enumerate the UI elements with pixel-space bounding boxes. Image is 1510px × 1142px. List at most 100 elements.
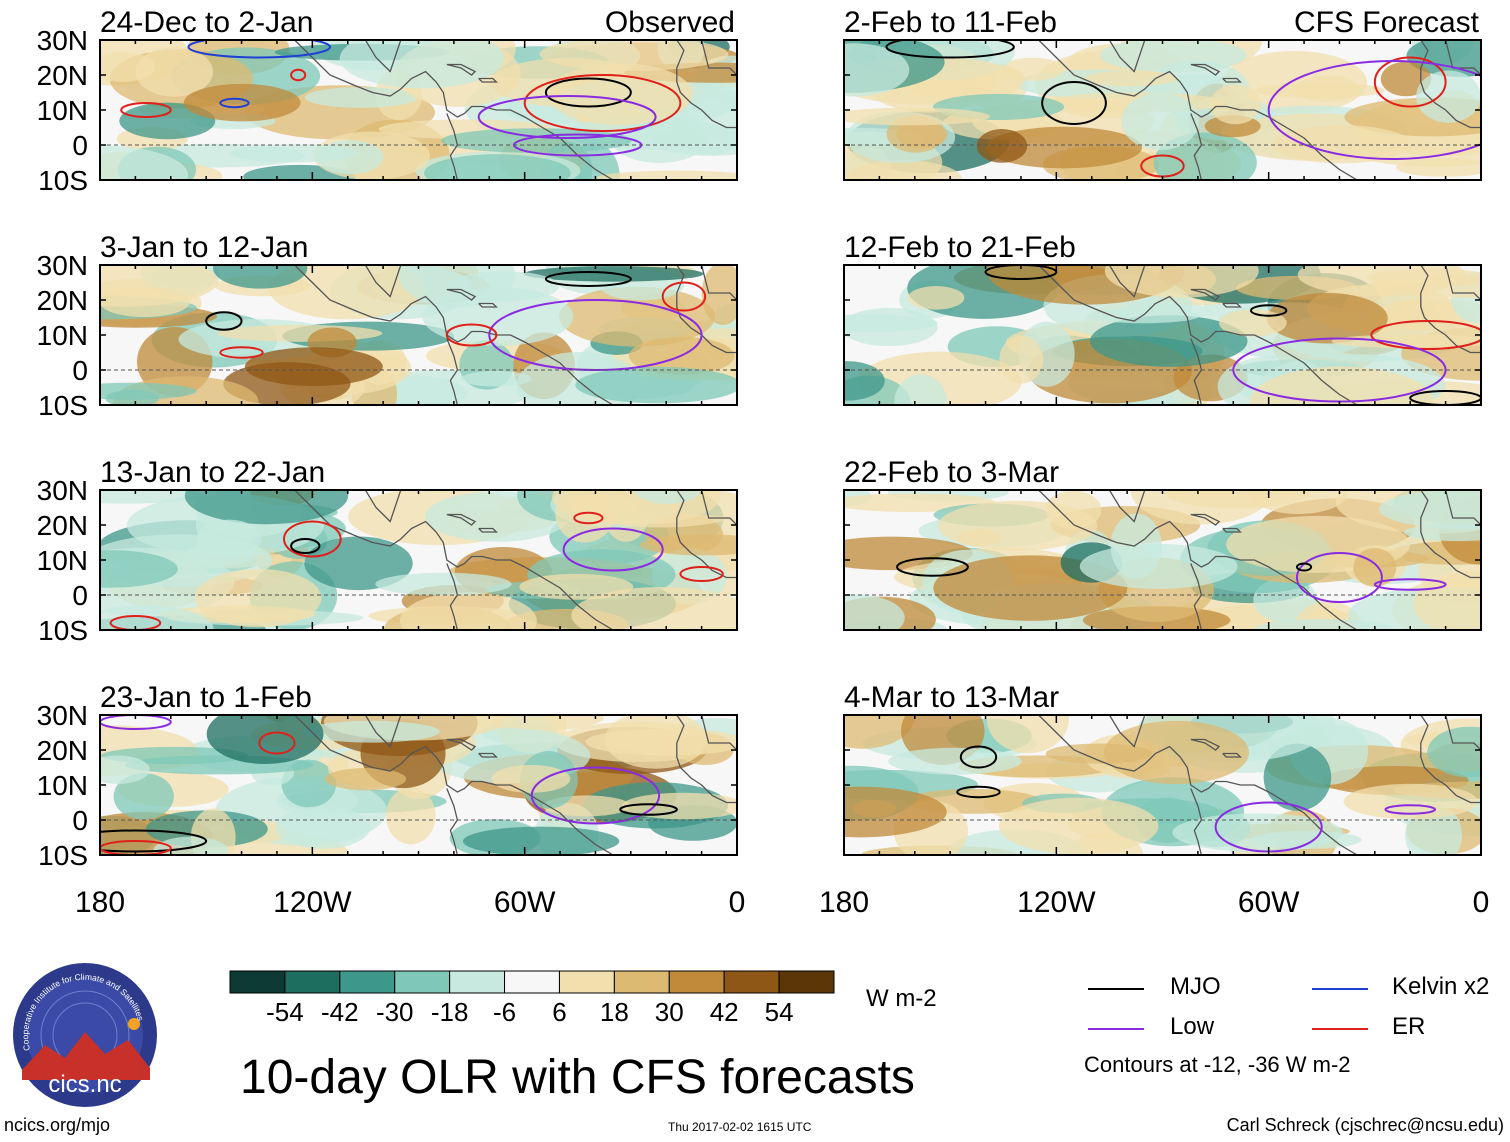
olr-anomaly-cell: [844, 786, 947, 838]
olr-anomaly-cell: [571, 586, 737, 630]
coastline: [364, 490, 402, 523]
contour-kelvin: [187, 40, 332, 59]
y-tick-label: 10S: [38, 390, 88, 421]
coastline: [1444, 490, 1481, 526]
olr-anomaly-cell: [596, 170, 737, 180]
y-tick-label: 0: [72, 355, 88, 386]
colorbar-swatch: [723, 970, 780, 994]
contour-kelvin: [219, 97, 250, 109]
coastline: [1444, 265, 1481, 301]
site-url[interactable]: ncics.org/mjo: [4, 1115, 111, 1135]
contour-er: [661, 281, 707, 312]
olr-anomaly-cell: [1266, 293, 1388, 344]
olr-anomaly-cell: [422, 287, 574, 346]
colorbar-tick-label: 6: [552, 997, 566, 1027]
contour-low: [1373, 578, 1447, 591]
olr-anomaly-cell: [113, 773, 174, 820]
olr-anomaly-cell: [100, 755, 150, 784]
y-tick-label: 0: [72, 805, 88, 836]
cics-logo: Cooperative Institute for Climate and Sa…: [13, 963, 157, 1107]
coastline: [700, 265, 737, 301]
legend-line-kelvin: [1312, 988, 1368, 990]
olr-anomaly-cell: [1209, 84, 1261, 125]
contour-mjo: [1249, 304, 1288, 317]
olr-anomaly-cell: [844, 160, 963, 180]
y-tick-label: 10S: [38, 615, 88, 646]
coastline: [1108, 715, 1146, 748]
coastline: [1444, 40, 1481, 76]
coastline: [446, 63, 477, 76]
olr-anomaly-cell: [1089, 315, 1248, 367]
olr-anomaly-cell: [1343, 783, 1478, 820]
olr-anomaly-cell: [385, 787, 436, 845]
colorbar-swatch: [778, 970, 835, 994]
panel-4: 30N 20N 10N 0 10S 23-Jan to 1-Feb: [37, 681, 738, 871]
olr-anomaly-cell: [1172, 813, 1344, 852]
olr-anomaly-cell: [639, 534, 737, 556]
olr-anomaly-cell: [339, 40, 505, 89]
x-tick-label: 180: [75, 886, 125, 919]
olr-anomaly-cell: [844, 715, 915, 749]
colorbar-tick-label: 18: [600, 997, 629, 1027]
olr-anomaly-cell: [519, 573, 634, 600]
coastline: [364, 265, 402, 298]
y-tick-label: 10S: [38, 840, 88, 871]
olr-anomaly-cell: [196, 519, 262, 558]
x-tick-label: 60W: [494, 886, 556, 919]
coastline: [700, 715, 737, 751]
x-tick-label: 120W: [1017, 886, 1096, 919]
contour-er: [290, 68, 307, 82]
coastline: [478, 752, 499, 758]
olr-anomaly-cell: [999, 335, 1044, 384]
panel-5: 2-Feb to 11-Feb CFS Forecast: [843, 6, 1482, 181]
coastline: [364, 40, 402, 73]
x-tick-label: 180: [819, 886, 869, 919]
coastline: [700, 40, 737, 76]
olr-anomaly-cell: [1331, 334, 1481, 349]
olr-anomaly-cell: [585, 728, 737, 756]
olr-anomaly-cell: [100, 550, 178, 588]
coastline: [1108, 490, 1146, 523]
olr-anomaly-cell: [1396, 158, 1481, 177]
y-tick-label: 0: [72, 130, 88, 161]
olr-anomaly-cell: [1110, 513, 1162, 579]
colorbar-tick-label: -6: [493, 997, 516, 1027]
legend-label-er: ER: [1392, 1013, 1426, 1040]
y-tick-label: 10S: [38, 165, 88, 196]
olr-anomaly-cell: [575, 366, 737, 404]
olr-anomaly-cell: [100, 145, 189, 180]
contour-er: [258, 731, 296, 755]
panel-period-label: 3-Jan to 12-Jan: [100, 231, 308, 264]
figure-title: 10-day OLR with CFS forecasts: [240, 1051, 915, 1104]
colorbar-swatch: [668, 970, 725, 994]
coastline: [676, 715, 737, 804]
olr-anomaly-cell: [324, 767, 407, 791]
coastline: [1222, 77, 1243, 83]
coastline: [446, 113, 459, 180]
legend-line-mjo: [1088, 988, 1144, 990]
coastline: [700, 490, 737, 526]
contour-mjo: [956, 785, 1001, 799]
olr-anomaly-cell: [1121, 92, 1199, 151]
coastline: [1420, 265, 1481, 354]
olr-anomaly-cell: [462, 826, 620, 855]
olr-anomaly-cell: [844, 594, 905, 630]
contour-mjo: [544, 271, 632, 287]
olr-anomaly-cell: [1403, 523, 1481, 541]
colorbar-swatch: [558, 970, 615, 994]
colorbar-tick-label: -18: [431, 997, 469, 1027]
colorbar-tick-label: -42: [321, 997, 359, 1027]
panel-period-label: 13-Jan to 22-Jan: [100, 456, 325, 489]
y-tick-label: 30N: [37, 25, 88, 56]
coastline: [1222, 527, 1243, 533]
y-tick-label: 30N: [37, 700, 88, 731]
panel-8: 4-Mar to 13-Mar: [843, 681, 1482, 856]
olr-anomaly-cell: [1099, 40, 1247, 73]
colorbar-swatch: [504, 970, 560, 994]
panel-3: 30N 20N 10N 0 10S 13-Jan to 22-Jan: [37, 456, 738, 646]
panel-period-label: 2-Feb to 11-Feb: [844, 6, 1057, 39]
contour-mjo: [619, 803, 678, 816]
contour-er: [219, 346, 264, 359]
coastline: [1420, 490, 1481, 579]
contour-note: Contours at -12, -36 W m-2: [1084, 1052, 1351, 1077]
